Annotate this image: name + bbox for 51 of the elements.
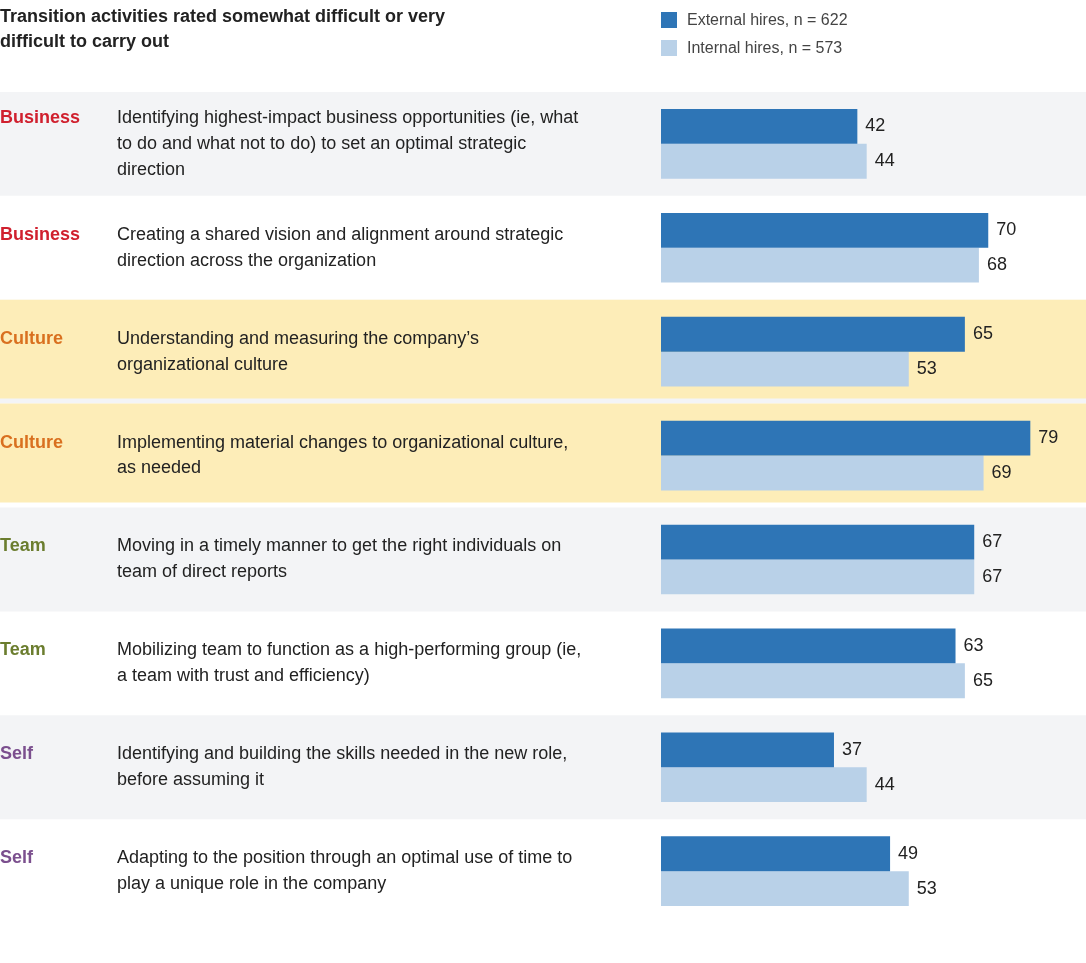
y-tick-label: Identifying highest-impact business opportunities (ie, what to do and what not to do) to set an optimal strategic direction xyxy=(117,106,579,179)
y-tick-label: Mobilizing team to function as a high-performing group (ie, a team with trust and efficiency) xyxy=(117,639,582,686)
bar xyxy=(661,871,909,906)
data-label: 44 xyxy=(874,773,895,794)
text: Team xyxy=(0,639,46,660)
text: Self xyxy=(0,743,35,764)
bar xyxy=(661,628,956,664)
text: Business xyxy=(0,223,81,244)
text: Business xyxy=(0,106,81,127)
y-tick-label: Adapting to the position through an optimal use of time to play a unique role in the company xyxy=(117,847,573,894)
data-label: 70 xyxy=(996,219,1017,240)
data-label: 49 xyxy=(898,842,919,863)
text: Team xyxy=(0,535,46,556)
text: Self xyxy=(0,847,35,868)
data-label: 53 xyxy=(916,358,937,379)
data-label: 67 xyxy=(982,531,1003,552)
y-tick-label: Creating a shared vision and alignment around strategic direction across the organization xyxy=(117,223,564,270)
bar xyxy=(661,351,909,387)
data-label: 68 xyxy=(986,254,1007,275)
bar xyxy=(661,524,975,560)
bar xyxy=(661,559,975,595)
y-tick-label: Implementing material changes to organizational culture, as needed xyxy=(117,431,569,478)
data-label: 65 xyxy=(972,323,993,344)
bar xyxy=(661,836,891,872)
y-tick-label: Moving in a timely manner to get the right individuals on team of direct reports xyxy=(117,535,562,582)
legend-label: External hires, n = 622 xyxy=(687,11,848,29)
bar xyxy=(661,247,979,283)
data-label: 67 xyxy=(982,565,1003,586)
data-label: 63 xyxy=(963,634,984,655)
legend-label: Internal hires, n = 573 xyxy=(687,39,843,57)
bar xyxy=(661,420,1031,456)
bar xyxy=(661,316,965,352)
text: Culture xyxy=(0,431,63,452)
y-tick-label: Understanding and measuring the company’s organizational culture xyxy=(117,327,479,374)
data-label: 37 xyxy=(841,738,863,759)
data-label: 44 xyxy=(874,150,895,171)
data-label: 69 xyxy=(991,461,1012,482)
bar xyxy=(661,455,984,491)
text: Transition activities rated somewhat difficult or very difficult to carry out xyxy=(0,5,447,53)
bar xyxy=(661,212,989,248)
data-label: 79 xyxy=(1038,427,1059,448)
bar xyxy=(661,732,834,768)
data-label: 42 xyxy=(865,115,886,136)
bar xyxy=(661,767,867,803)
data-label: 65 xyxy=(972,669,993,690)
bar xyxy=(661,109,858,144)
text: Culture xyxy=(0,327,63,348)
data-label: 53 xyxy=(916,877,937,898)
y-tick-label: Identifying and building the skills needed in the new role, before assuming it xyxy=(117,743,568,790)
bar xyxy=(661,663,965,699)
bar xyxy=(661,143,867,179)
